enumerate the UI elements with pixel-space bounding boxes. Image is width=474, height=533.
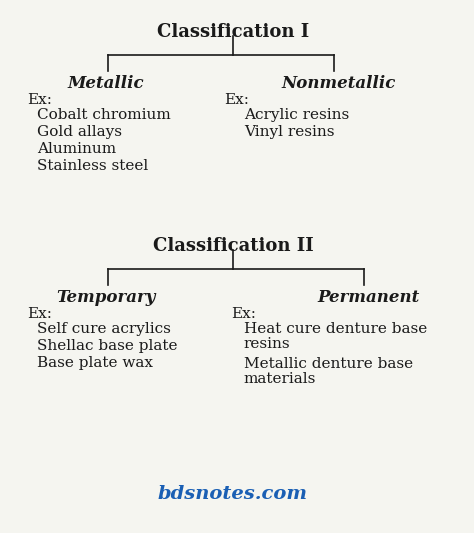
Text: Ex:: Ex: — [224, 93, 249, 107]
Text: Acrylic resins: Acrylic resins — [244, 108, 349, 122]
Text: resins: resins — [244, 337, 291, 351]
Text: Nonmetallic: Nonmetallic — [282, 75, 396, 92]
Text: Metallic denture base: Metallic denture base — [244, 357, 413, 371]
Text: Gold allays: Gold allays — [37, 125, 122, 139]
Text: Heat cure denture base: Heat cure denture base — [244, 322, 427, 336]
Text: Temporary: Temporary — [56, 289, 156, 306]
Text: Ex:: Ex: — [27, 307, 53, 321]
Text: Self cure acrylics: Self cure acrylics — [37, 322, 171, 336]
Text: materials: materials — [244, 372, 316, 386]
Text: Ex:: Ex: — [27, 93, 53, 107]
Text: Cobalt chromium: Cobalt chromium — [37, 108, 171, 122]
Text: Ex:: Ex: — [231, 307, 256, 321]
Text: Classification I: Classification I — [157, 23, 309, 41]
Text: Aluminum: Aluminum — [37, 142, 117, 156]
Text: bdsnotes.com: bdsnotes.com — [158, 485, 308, 503]
Text: Base plate wax: Base plate wax — [37, 356, 154, 370]
Text: Permanent: Permanent — [318, 289, 419, 306]
Text: Vinyl resins: Vinyl resins — [244, 125, 334, 139]
Text: Classification II: Classification II — [153, 237, 313, 255]
Text: Stainless steel: Stainless steel — [37, 159, 149, 173]
Text: Metallic: Metallic — [68, 75, 145, 92]
Text: Shellac base plate: Shellac base plate — [37, 339, 178, 353]
